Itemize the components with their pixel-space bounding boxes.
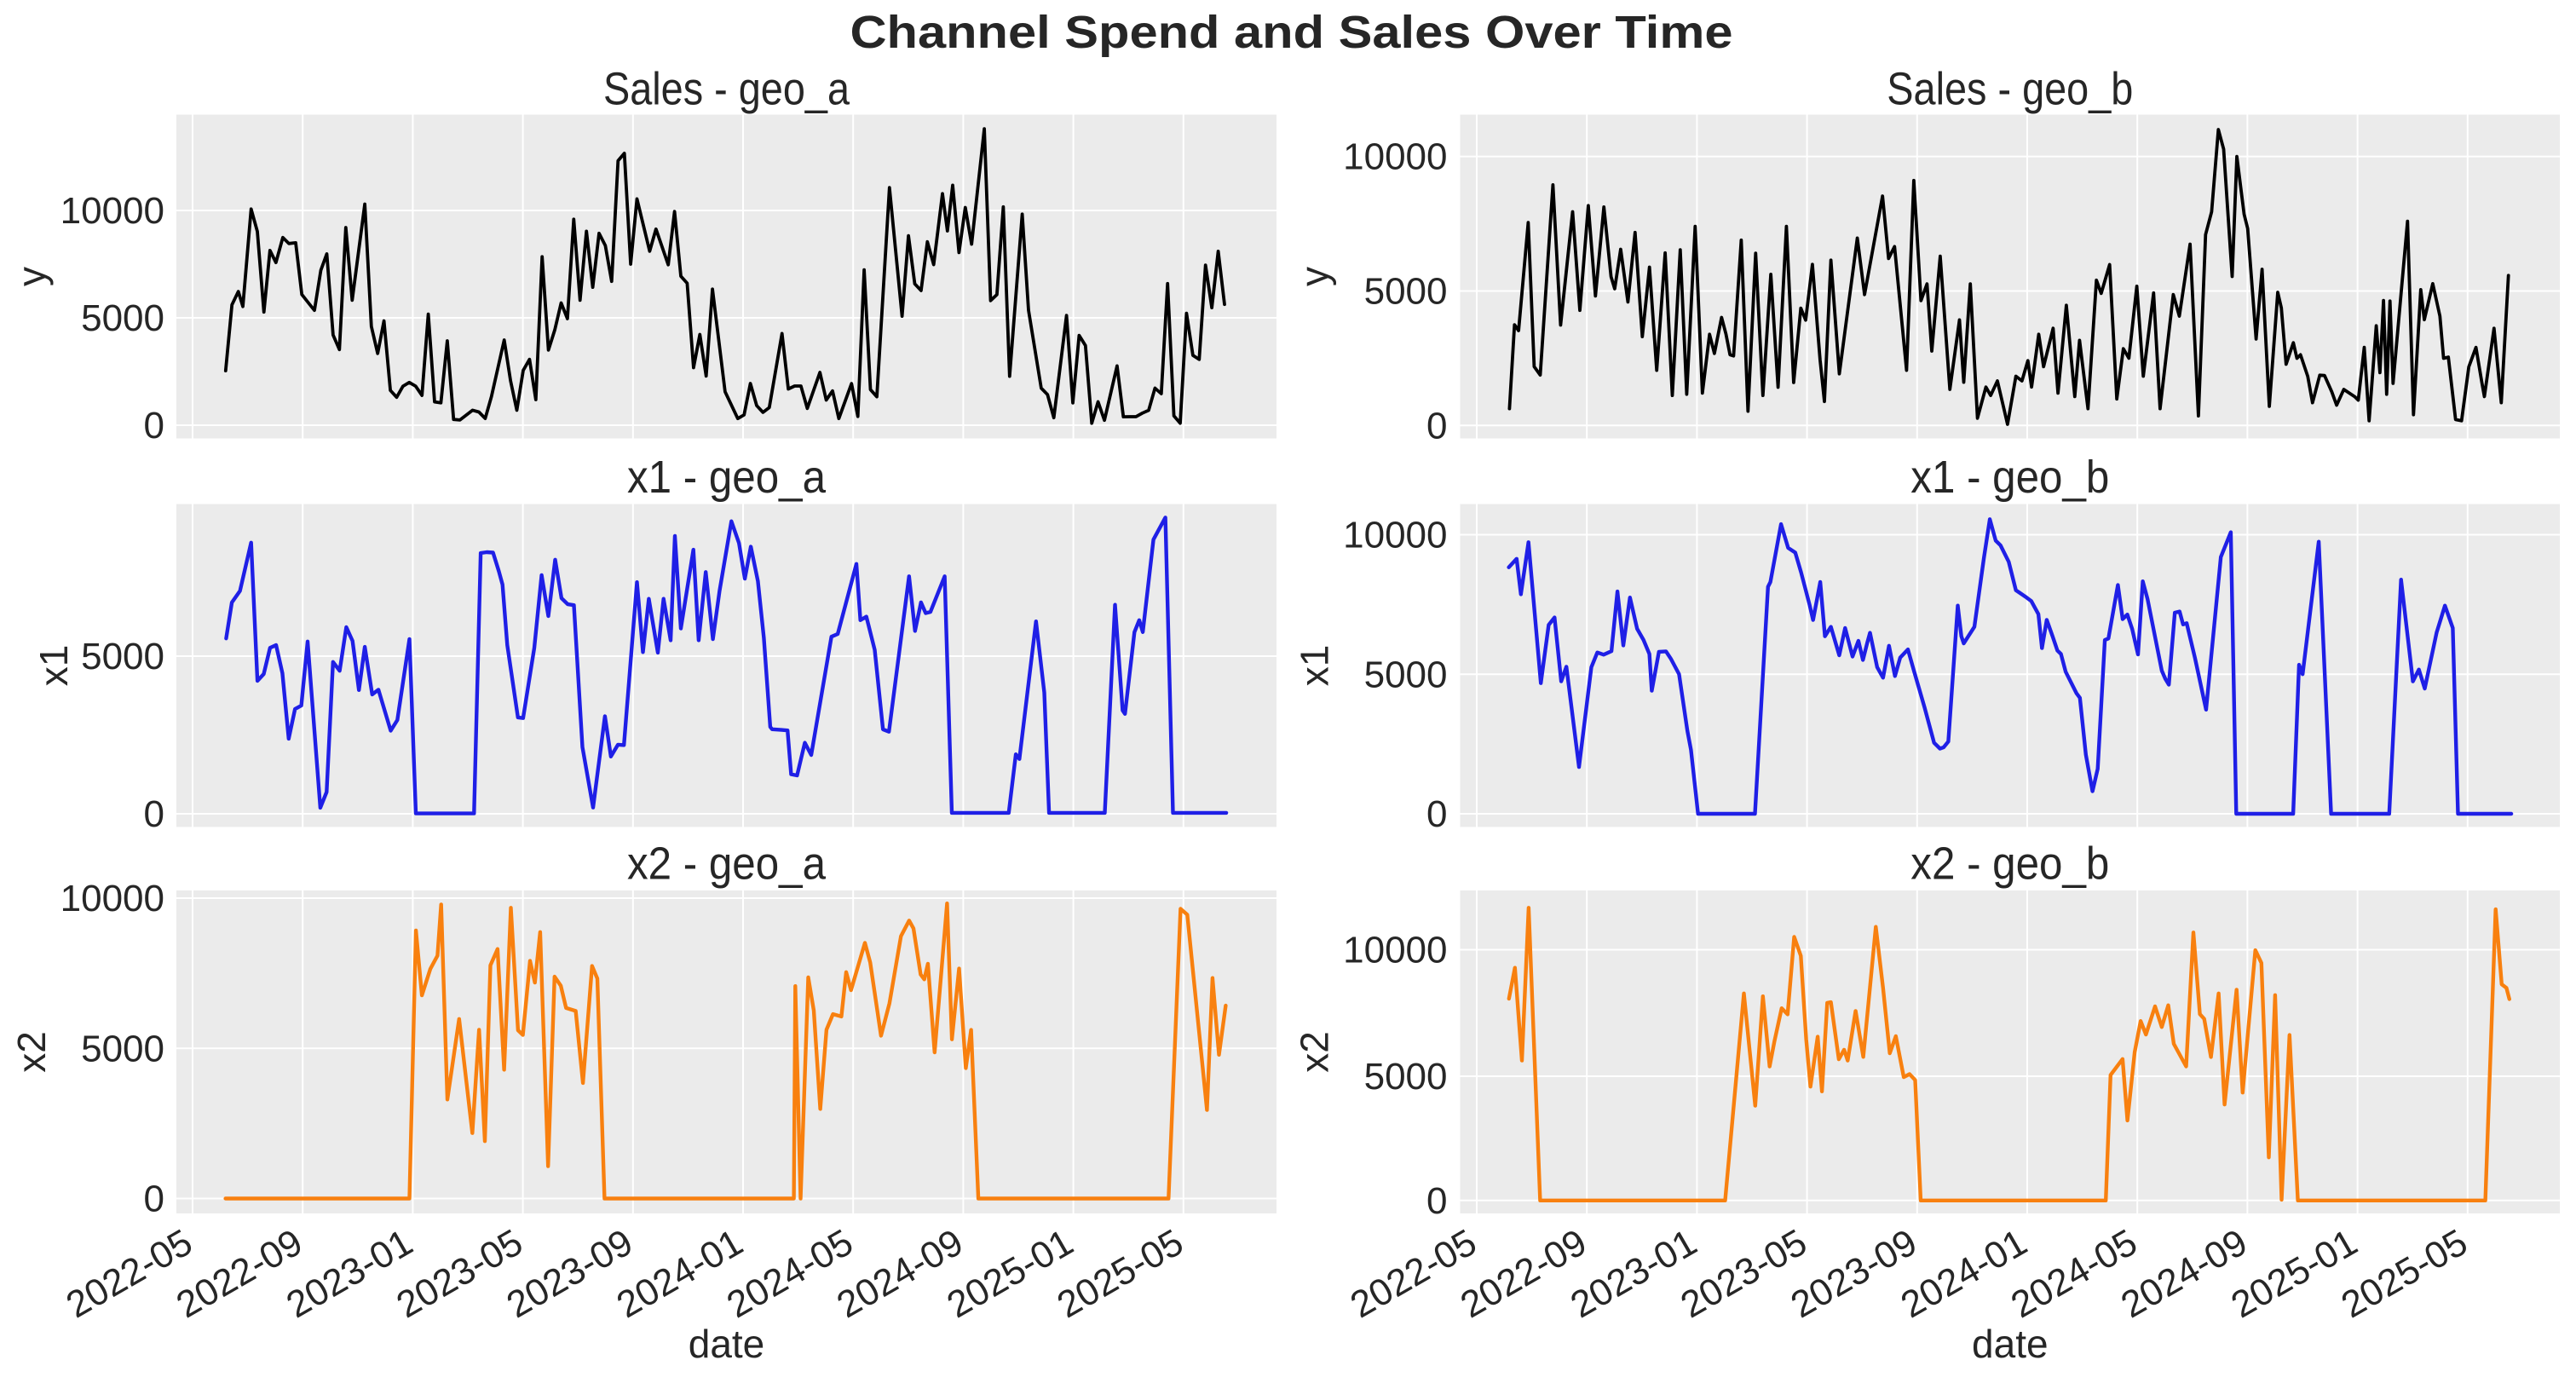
svg-text:5000: 5000 <box>81 297 164 339</box>
svg-text:5000: 5000 <box>1364 271 1448 313</box>
svg-text:10000: 10000 <box>1343 136 1447 178</box>
svg-text:5000: 5000 <box>81 1028 164 1069</box>
svg-text:10000: 10000 <box>1343 515 1447 556</box>
svg-text:x2 - geo_b: x2 - geo_b <box>1910 838 2109 890</box>
svg-text:Sales - geo_a: Sales - geo_a <box>603 64 850 115</box>
svg-text:0: 0 <box>144 1178 164 1220</box>
svg-text:0: 0 <box>144 405 164 447</box>
svg-text:x2: x2 <box>1293 1031 1337 1073</box>
svg-text:0: 0 <box>1426 405 1447 447</box>
svg-text:y: y <box>9 267 54 286</box>
svg-text:x1: x1 <box>1293 645 1337 687</box>
svg-text:date: date <box>689 1322 765 1366</box>
svg-text:x1 - geo_b: x1 - geo_b <box>1910 452 2109 503</box>
svg-text:x1 - geo_a: x1 - geo_a <box>627 452 827 503</box>
svg-text:x1: x1 <box>32 645 76 687</box>
svg-text:x2: x2 <box>9 1031 54 1073</box>
svg-text:10000: 10000 <box>61 878 164 919</box>
svg-text:5000: 5000 <box>1364 654 1448 695</box>
svg-text:5000: 5000 <box>81 636 164 677</box>
svg-text:5000: 5000 <box>1364 1056 1448 1098</box>
svg-text:Sales - geo_b: Sales - geo_b <box>1887 64 2133 115</box>
svg-text:y: y <box>1293 267 1337 286</box>
svg-text:0: 0 <box>1426 793 1447 835</box>
svg-text:0: 0 <box>144 793 164 835</box>
svg-text:10000: 10000 <box>61 190 164 232</box>
svg-text:Channel Spend and Sales Over T: Channel Spend and Sales Over Time <box>850 7 1733 58</box>
svg-text:date: date <box>1972 1322 2049 1366</box>
svg-text:0: 0 <box>1426 1180 1447 1222</box>
svg-text:10000: 10000 <box>1343 930 1447 971</box>
svg-text:x2 - geo_a: x2 - geo_a <box>627 838 827 890</box>
